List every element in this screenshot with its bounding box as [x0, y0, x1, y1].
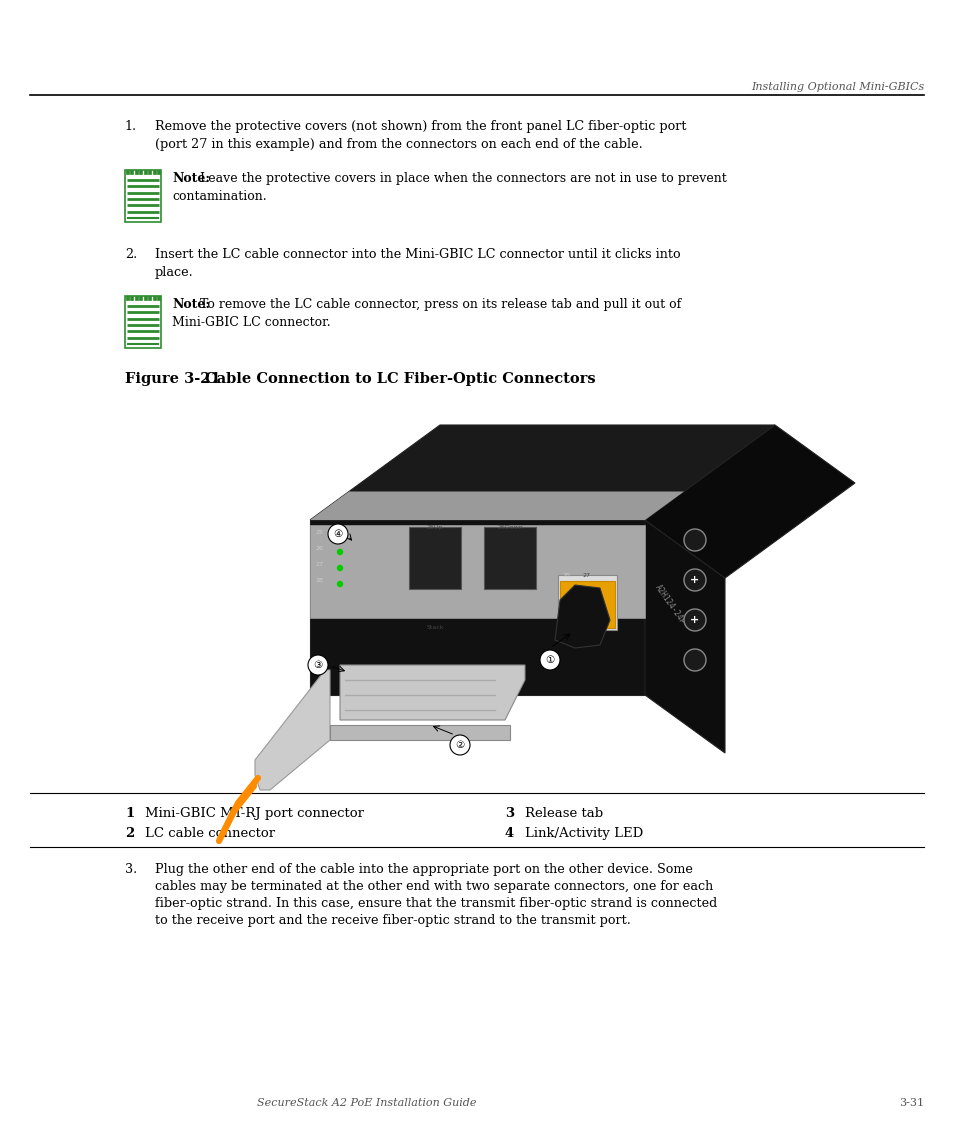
Bar	[134, 296, 137, 300]
Circle shape	[683, 649, 705, 672]
Bar	[144, 170, 147, 174]
Text: ②: ②	[455, 740, 464, 750]
Circle shape	[337, 549, 342, 555]
Text: 1.: 1.	[125, 120, 137, 133]
Text: +: +	[690, 615, 699, 626]
Text: 1: 1	[125, 807, 134, 820]
Text: Mini-GBIC MT-RJ port connector: Mini-GBIC MT-RJ port connector	[145, 807, 364, 820]
Text: +: +	[690, 575, 699, 585]
Circle shape	[308, 655, 328, 675]
Text: ④: ④	[333, 529, 342, 539]
Text: Insert the LC cable connector into the Mini-GBIC LC connector until it clicks in: Insert the LC cable connector into the M…	[154, 248, 679, 261]
Polygon shape	[310, 520, 644, 695]
Polygon shape	[555, 585, 609, 648]
Text: Plug the other end of the cable into the appropriate port on the other device. S: Plug the other end of the cable into the…	[154, 862, 692, 876]
Text: 2.: 2.	[125, 248, 137, 261]
Text: Release tab: Release tab	[524, 807, 602, 820]
Text: place.: place.	[154, 266, 193, 279]
Text: 26Down: 26Down	[497, 524, 522, 530]
Circle shape	[539, 650, 559, 670]
Polygon shape	[330, 725, 510, 740]
Bar	[130, 296, 133, 300]
Bar	[483, 527, 536, 588]
Bar	[152, 170, 155, 174]
Text: Installing Optional Mini-GBICs: Installing Optional Mini-GBICs	[750, 82, 923, 92]
Text: Note:: Note:	[172, 172, 210, 185]
Bar	[559, 581, 615, 628]
Text: Cable Connection to LC Fiber-Optic Connectors: Cable Connection to LC Fiber-Optic Conne…	[205, 372, 595, 386]
Text: 3.: 3.	[125, 862, 137, 876]
Text: A2H124-24P: A2H124-24P	[652, 584, 686, 627]
Text: Leave the protective covers in place when the connectors are not in use to preve: Leave the protective covers in place whe…	[200, 172, 726, 185]
Text: 28: 28	[315, 578, 323, 583]
Polygon shape	[310, 492, 683, 520]
Bar	[558, 575, 617, 630]
Bar	[130, 170, 133, 174]
Bar	[152, 296, 155, 300]
Text: to the receive port and the receive fiber-optic strand to the transmit port.: to the receive port and the receive fibe…	[154, 914, 630, 926]
Text: Stack: Stack	[426, 626, 443, 630]
Text: 27: 27	[582, 573, 590, 578]
Text: LC cable connector: LC cable connector	[145, 827, 274, 840]
Text: SecureStack A2 PoE Installation Guide: SecureStack A2 PoE Installation Guide	[257, 1098, 476, 1108]
Circle shape	[328, 524, 348, 544]
Circle shape	[337, 582, 342, 586]
Text: To remove the LC cable connector, press on its release tab and pull it out of: To remove the LC cable connector, press …	[200, 298, 680, 311]
Circle shape	[337, 566, 342, 570]
Text: (port 27 in this example) and from the connectors on each end of the cable.: (port 27 in this example) and from the c…	[154, 138, 642, 150]
Bar	[157, 296, 160, 300]
Circle shape	[683, 569, 705, 591]
Bar	[157, 170, 160, 174]
Circle shape	[683, 529, 705, 551]
Bar	[125, 296, 161, 348]
Polygon shape	[644, 520, 724, 754]
Text: Link/Activity LED: Link/Activity LED	[524, 827, 642, 840]
Text: 27: 27	[315, 562, 324, 567]
Polygon shape	[310, 424, 774, 520]
Bar	[148, 296, 152, 300]
Text: ③: ③	[313, 660, 322, 670]
Circle shape	[683, 609, 705, 631]
Text: 3: 3	[504, 807, 514, 820]
Circle shape	[450, 734, 470, 755]
Text: Remove the protective covers (not shown) from the front panel LC fiber-optic por: Remove the protective covers (not shown)…	[154, 120, 686, 133]
Bar	[148, 170, 152, 174]
Text: 25: 25	[315, 530, 323, 535]
Bar	[125, 170, 161, 222]
Text: 4: 4	[504, 827, 514, 840]
Bar	[144, 296, 147, 300]
Text: Note:: Note:	[172, 298, 210, 311]
Circle shape	[337, 533, 342, 539]
Polygon shape	[644, 424, 854, 578]
Text: 25Up: 25Up	[426, 524, 443, 530]
Bar	[409, 527, 460, 588]
Text: 28: 28	[562, 573, 570, 578]
Bar	[139, 296, 142, 300]
Text: Figure 3-21: Figure 3-21	[125, 372, 220, 386]
Bar	[139, 170, 142, 174]
Text: cables may be terminated at the other end with two separate connectors, one for : cables may be terminated at the other en…	[154, 880, 713, 893]
Text: fiber-optic strand. In this case, ensure that the transmit fiber-optic strand is: fiber-optic strand. In this case, ensure…	[154, 897, 717, 910]
Polygon shape	[254, 670, 330, 789]
Text: 3-31: 3-31	[898, 1098, 923, 1108]
Bar	[126, 296, 129, 300]
Text: contamination.: contamination.	[172, 190, 266, 203]
Bar	[134, 170, 137, 174]
Polygon shape	[310, 524, 644, 618]
Bar	[126, 170, 129, 174]
Text: ①: ①	[545, 655, 554, 665]
Polygon shape	[339, 665, 524, 720]
Text: 26: 26	[315, 546, 323, 551]
Text: Mini-GBIC LC connector.: Mini-GBIC LC connector.	[172, 316, 331, 329]
Text: 2: 2	[125, 827, 134, 840]
